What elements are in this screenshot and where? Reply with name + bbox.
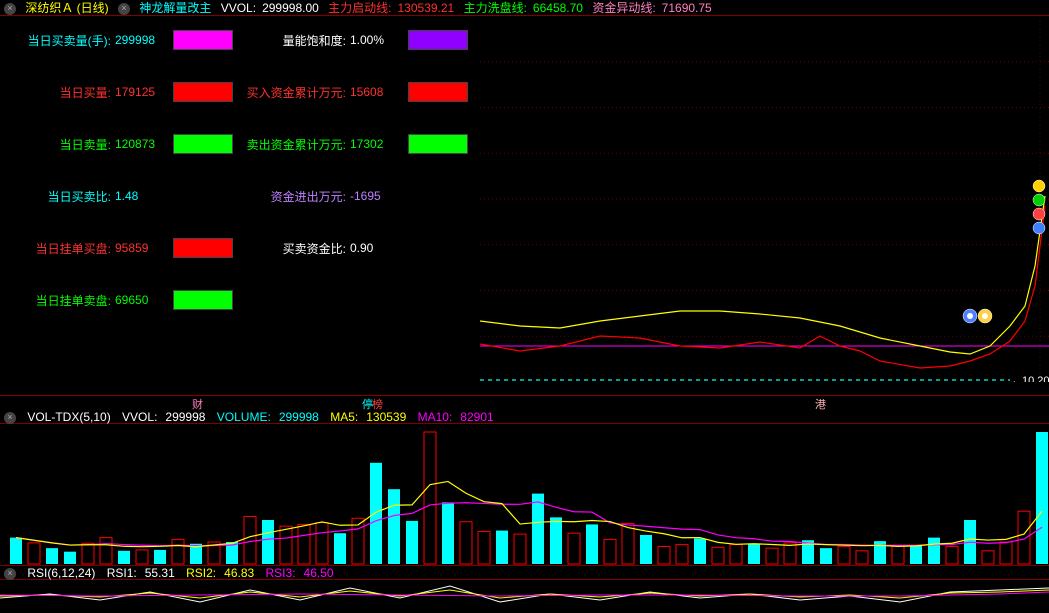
close-icon[interactable]: × — [4, 412, 16, 424]
volume-header: × VOL-TDX(5,10) VVOL: 299998 VOLUME: 29999… — [0, 410, 1049, 424]
metric-cell: 当日卖量:120873 — [5, 134, 240, 154]
rsi-title: RSI(6,12,24) — [27, 566, 95, 580]
metric-cell: 买卖资金比:0.90 — [240, 240, 475, 257]
metric-label: 当日挂单买盘: — [5, 240, 115, 257]
rsi3-label: RSI3: — [266, 566, 296, 580]
metric-label: 当日买量: — [5, 84, 115, 101]
wash-value: 66458.70 — [533, 1, 583, 15]
rsi3-value: 46.50 — [304, 566, 334, 580]
vol-volume-label: VOLUME: — [217, 410, 271, 424]
rsi-header: × RSI(6,12,24) RSI1: 55.31 RSI2: 46.83 RSI… — [0, 566, 1049, 580]
footer-labels: 财停榜港 — [0, 396, 1049, 410]
vol-ma10-label: MA10: — [418, 410, 453, 424]
metric-row: 当日挂单买盘:95859买卖资金比:0.90 — [5, 234, 475, 262]
metric-row: 当日挂单卖盘:69650 — [5, 286, 475, 314]
color-swatch — [173, 238, 233, 258]
metric-cell: 当日挂单卖盘:69650 — [5, 290, 240, 310]
metric-cell: 当日买量:179125 — [5, 82, 240, 102]
metric-cell: 当日挂单买盘:95859 — [5, 238, 240, 258]
metric-label: 买卖资金比: — [240, 240, 350, 257]
close-icon[interactable]: × — [118, 3, 130, 15]
fluct-label: 资金异动线: — [592, 1, 655, 15]
metric-cell: 卖出资金累计万元:17302 — [240, 134, 475, 154]
vol-ma10-value: 82901 — [460, 410, 493, 424]
price-chart[interactable]: ←10.20←12.59 — [480, 16, 1049, 395]
metric-cell: 买入资金累计万元:15608 — [240, 82, 475, 102]
close-icon[interactable]: × — [4, 3, 16, 15]
rsi1-label: RSI1: — [107, 566, 137, 580]
vol-title: VOL-TDX(5,10) — [27, 410, 110, 424]
stock-name: 深纺织Ａ (日线) — [25, 1, 108, 15]
color-swatch — [408, 82, 468, 102]
color-swatch — [173, 30, 233, 50]
metric-label: 当日挂单卖盘: — [5, 292, 115, 309]
footer-label: 港 — [815, 396, 826, 412]
mainstart-label: 主力启动线: — [328, 1, 391, 15]
vvol-label: VVOL: — [221, 1, 256, 15]
metric-value: 179125 — [115, 85, 165, 99]
footer-label: 财 — [192, 396, 203, 412]
metric-value: 17302 — [350, 137, 400, 151]
metric-cell: 当日买卖量(手):299998 — [5, 30, 240, 50]
rsi2-label: RSI2: — [186, 566, 216, 580]
metric-row: 当日买量:179125买入资金累计万元:15608 — [5, 78, 475, 106]
wash-label: 主力洗盘线: — [464, 1, 527, 15]
color-swatch — [173, 134, 233, 154]
rsi2-value: 46.83 — [224, 566, 254, 580]
metric-value: 1.00% — [350, 33, 400, 47]
vol-ma5-value: 130539 — [366, 410, 406, 424]
metric-cell: 量能饱和度:1.00% — [240, 30, 475, 50]
metric-value: 299998 — [115, 33, 165, 47]
indicator-name: 神龙解量改主 — [139, 1, 211, 15]
metric-label: 买入资金累计万元: — [240, 84, 350, 101]
metric-label: 当日买卖比: — [5, 188, 115, 205]
metric-value: 0.90 — [350, 241, 400, 255]
metric-label: 当日卖量: — [5, 136, 115, 153]
metric-label: 资金进出万元: — [240, 188, 350, 205]
metric-row: 当日买卖比:1.48资金进出万元:-1695 — [5, 182, 475, 210]
svg-text:←10.20: ←10.20 — [1011, 375, 1049, 382]
color-swatch — [173, 82, 233, 102]
rsi1-value: 55.31 — [145, 566, 175, 580]
mainstart-value: 130539.21 — [398, 1, 455, 15]
metric-value: -1695 — [350, 189, 400, 203]
vol-vvol-value: 299998 — [165, 410, 205, 424]
metrics-table: 当日买卖量(手):299998量能饱和度:1.00%当日买量:179125买入资… — [0, 16, 480, 395]
metric-value: 95859 — [115, 241, 165, 255]
vvol-value: 299998.00 — [262, 1, 319, 15]
footer-label: 榜 — [372, 396, 383, 412]
metric-value: 120873 — [115, 137, 165, 151]
metric-label: 量能饱和度: — [240, 32, 350, 49]
close-icon[interactable]: × — [4, 568, 16, 580]
metric-row: 当日卖量:120873卖出资金累计万元:17302 — [5, 130, 475, 158]
metric-label: 卖出资金累计万元: — [240, 136, 350, 153]
metric-value: 15608 — [350, 85, 400, 99]
metric-label: 当日买卖量(手): — [5, 32, 115, 49]
top-header: × 深纺织Ａ (日线) × 神龙解量改主 VVOL: 299998.00 主力启动… — [0, 0, 1049, 16]
color-swatch — [173, 290, 233, 310]
metric-cell: 当日买卖比:1.48 — [5, 188, 240, 205]
fluct-value: 71690.75 — [662, 1, 712, 15]
metric-row: 当日买卖量(手):299998量能饱和度:1.00% — [5, 26, 475, 54]
vol-vvol-label: VVOL: — [122, 410, 157, 424]
metric-value: 1.48 — [115, 189, 165, 203]
color-swatch — [408, 30, 468, 50]
metric-cell: 资金进出万元:-1695 — [240, 188, 475, 205]
rsi-chart[interactable] — [0, 580, 1049, 610]
vol-volume-value: 299998 — [279, 410, 319, 424]
vol-ma5-label: MA5: — [330, 410, 358, 424]
metric-value: 69650 — [115, 293, 165, 307]
color-swatch — [408, 134, 468, 154]
volume-chart[interactable] — [0, 424, 1049, 566]
main-panel: 当日买卖量(手):299998量能饱和度:1.00%当日买量:179125买入资… — [0, 16, 1049, 396]
